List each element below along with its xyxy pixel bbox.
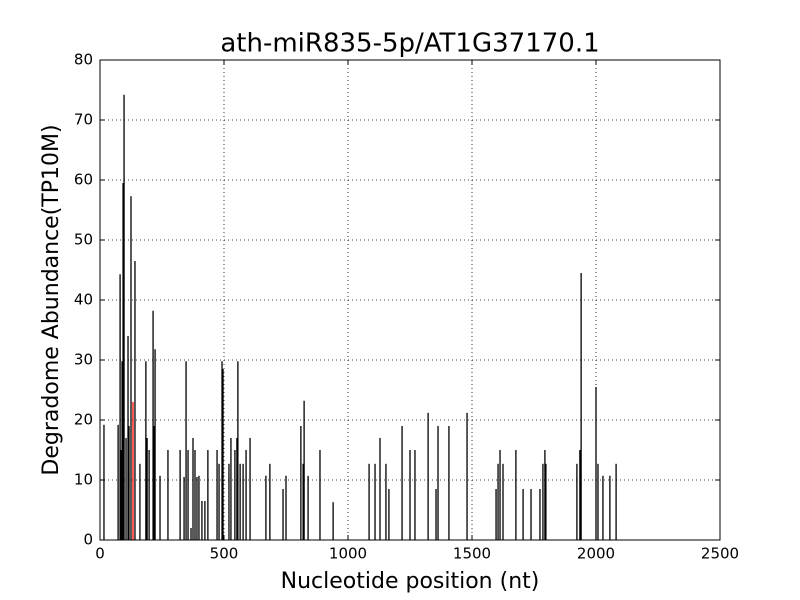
y-tick-label: 80 — [74, 51, 93, 69]
y-tick-label: 50 — [74, 231, 93, 249]
y-tick-label: 30 — [74, 351, 93, 369]
y-tick-label: 0 — [83, 531, 93, 549]
x-tick-label: 2000 — [577, 545, 615, 563]
y-axis-label: Degradome Abundance(TP10M) — [39, 124, 64, 475]
x-tick-label: 0 — [95, 545, 105, 563]
x-tick-label: 500 — [210, 545, 239, 563]
x-axis-label: Nucleotide position (nt) — [281, 569, 540, 594]
y-tick-label: 70 — [74, 111, 93, 129]
plot-frame — [99, 59, 721, 541]
y-tick-label: 40 — [74, 291, 93, 309]
chart-title: ath-miR835-5p/AT1G37170.1 — [220, 29, 599, 59]
y-tick-label: 60 — [74, 171, 93, 189]
x-tick-label: 2500 — [701, 545, 739, 563]
x-tick-label: 1500 — [453, 545, 491, 563]
y-tick-label: 20 — [74, 411, 93, 429]
x-tick-label: 1000 — [329, 545, 367, 563]
y-tick-label: 10 — [74, 471, 93, 489]
